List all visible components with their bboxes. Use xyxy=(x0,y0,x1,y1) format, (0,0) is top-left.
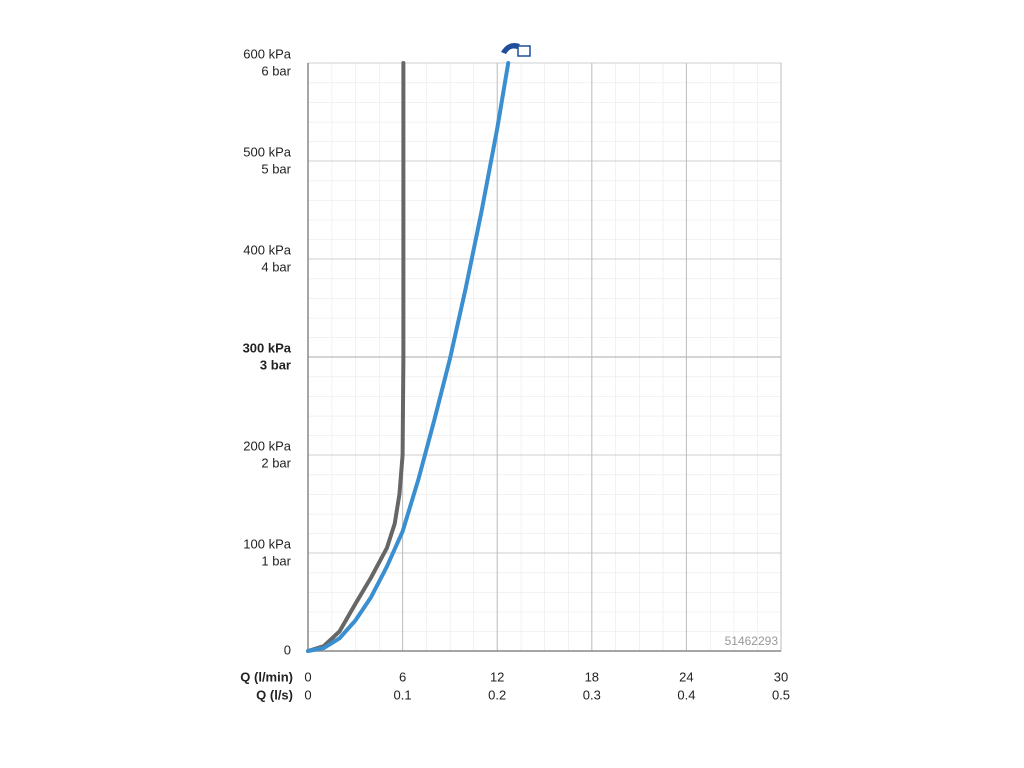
x-tick-label: 24 xyxy=(679,669,693,684)
annotation: 51462293 xyxy=(725,634,779,648)
x2-tick-label: 0 xyxy=(304,687,311,702)
x-tick-label: 12 xyxy=(490,669,504,684)
x-tick-label: 6 xyxy=(399,669,406,684)
y-tick-label: 6 bar xyxy=(261,63,291,78)
series-line xyxy=(306,61,406,653)
y-tick-label: 500 kPa xyxy=(243,144,291,159)
y-tick-label: 300 kPa xyxy=(243,340,292,355)
x-tick-label: 30 xyxy=(774,669,788,684)
y-tick-label: 2 bar xyxy=(261,455,291,470)
series-line xyxy=(306,61,511,653)
y-tick-label: 400 kPa xyxy=(243,242,291,257)
x-tick-label: 18 xyxy=(585,669,599,684)
x2-tick-label: 0.2 xyxy=(488,687,506,702)
x2-tick-label: 0.3 xyxy=(583,687,601,702)
y-tick-label: 600 kPa xyxy=(243,46,291,61)
x2-tick-label: 0.5 xyxy=(772,687,790,702)
x2-axis-label: Q (l/s) xyxy=(256,687,293,702)
y-tick-label: 4 bar xyxy=(261,259,291,274)
y-tick-label: 1 bar xyxy=(261,553,291,568)
x2-tick-label: 0.4 xyxy=(677,687,695,702)
y-tick-label: 100 kPa xyxy=(243,536,291,551)
y-tick-label: 0 xyxy=(284,642,291,657)
y-tick-label: 5 bar xyxy=(261,161,291,176)
y-tick-label: 200 kPa xyxy=(243,438,291,453)
logo xyxy=(501,43,531,57)
x-tick-label: 0 xyxy=(304,669,311,684)
y-tick-label: 3 bar xyxy=(260,357,291,372)
x-axis-label: Q (l/min) xyxy=(240,669,293,684)
x2-tick-label: 0.1 xyxy=(394,687,412,702)
